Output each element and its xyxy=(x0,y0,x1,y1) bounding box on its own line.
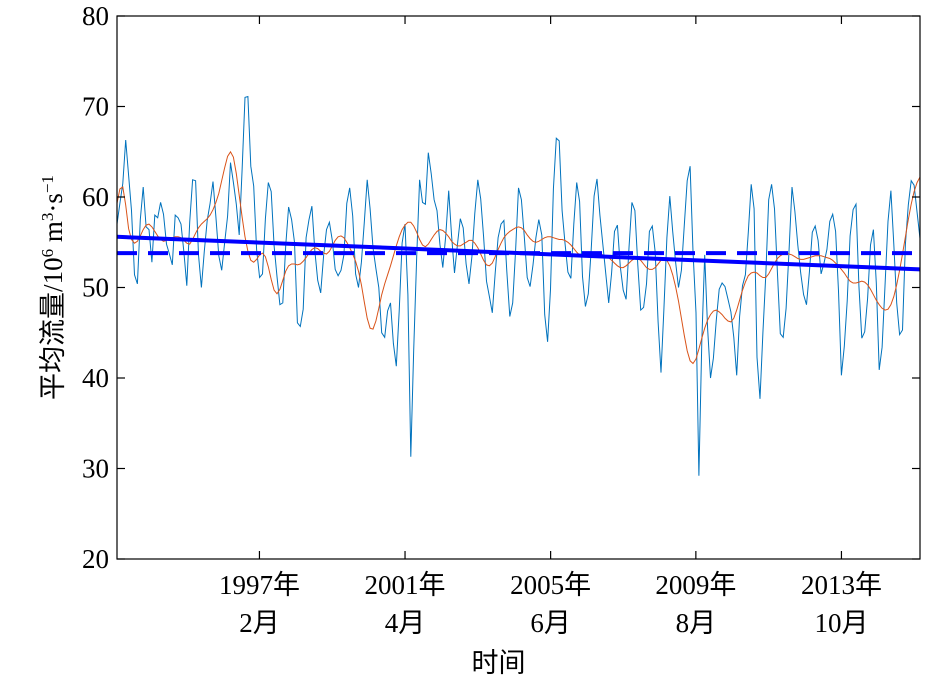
y-tick-label: 70 xyxy=(82,92,109,122)
x-tick-label-year: 2009年 xyxy=(655,570,736,600)
y-tick-label: 50 xyxy=(82,273,109,303)
y-tick-label: 80 xyxy=(82,1,109,31)
x-tick-label-year: 2005年 xyxy=(510,570,591,600)
x-tick-label-month: 2月 xyxy=(239,608,280,638)
y-axis-title: 平均流量/106 m3·s−1 xyxy=(38,175,69,400)
series-linear-trend-line xyxy=(117,234,920,272)
y-tick-label: 40 xyxy=(82,363,109,393)
plot-area xyxy=(117,16,920,559)
x-tick-label-month: 6月 xyxy=(530,608,571,638)
x-tick-label-year: 2001年 xyxy=(365,570,446,600)
x-tick-label-month: 4月 xyxy=(385,608,426,638)
y-axis-title-mid: ·s xyxy=(38,193,68,213)
y-tick-label: 30 xyxy=(82,454,109,484)
x-axis-title: 时间 xyxy=(472,648,526,678)
y-axis-title-exp6: 6 xyxy=(38,249,57,258)
x-tick-label-month: 8月 xyxy=(676,608,717,638)
x-tick-label-year: 1997年 xyxy=(219,570,300,600)
series-layer xyxy=(117,95,920,476)
axes-layer: 20 30 40 50 60 70 80 1997年 2月 2001年 4月 2005年 6月 2009年… xyxy=(82,1,921,638)
x-tick-label-month: 10月 xyxy=(814,608,868,638)
y-axis-title-main: 平均流量/10 xyxy=(38,257,68,400)
y-tick-label: 20 xyxy=(82,544,109,574)
y-axis-title-units: m xyxy=(38,221,68,249)
y-axis-title-expneg: −1 xyxy=(38,175,57,193)
y-axis-title-exp3: 3 xyxy=(38,213,57,222)
y-tick-label: 60 xyxy=(82,182,109,212)
series-monthly-line xyxy=(117,95,920,476)
x-tick-label-year: 2013年 xyxy=(801,570,882,600)
